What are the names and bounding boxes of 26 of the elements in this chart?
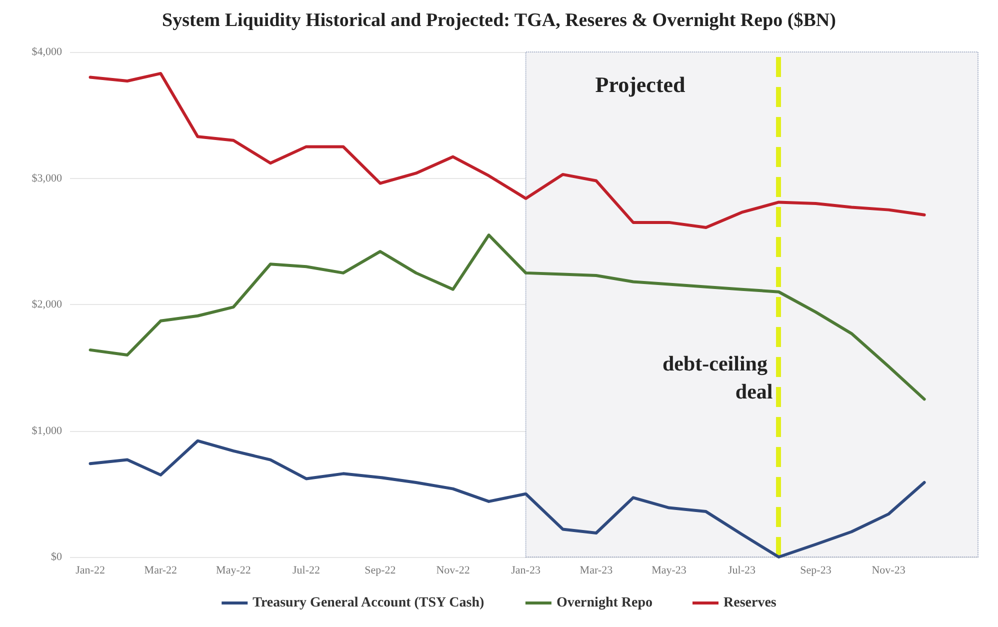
y-tick-label: $0 [51,551,62,563]
x-tick-label: Mar-22 [144,564,178,576]
legend-label: Treasury General Account (TSY Cash) [252,596,484,610]
y-tick-label: $4,000 [32,46,62,58]
y-tick-label: $3,000 [32,172,62,184]
chart-title: System Liquidity Historical and Projected: TGA, Reseres & Overnight Repo ($BN) [162,10,836,31]
legend-label: Overnight Repo [556,596,653,610]
x-tick-label: Jan-22 [76,564,105,576]
x-tick-label: Sep-22 [364,564,396,576]
band-label: Projected [595,72,686,97]
line-series [88,234,926,401]
legend-label: Reserves [723,596,777,610]
x-tick-label: Nov-23 [872,564,906,576]
x-tick-label: Nov-22 [436,564,470,576]
y-tick-label: $1,000 [32,424,62,437]
x-tick-label: Mar-23 [580,564,614,576]
x-tick-label: Sep-23 [800,564,832,576]
x-tick-label: May-22 [216,564,251,576]
line-series [88,72,926,229]
x-tick-label: May-23 [652,564,687,576]
x-tick-label: Jul-23 [728,564,756,576]
y-tick-label: $2,000 [32,298,62,310]
x-tick-label: Jul-22 [292,564,320,576]
x-tick-label: Jan-23 [511,564,541,576]
line-series [88,439,926,558]
ref-line-label: debt-ceiling deal [662,352,773,404]
